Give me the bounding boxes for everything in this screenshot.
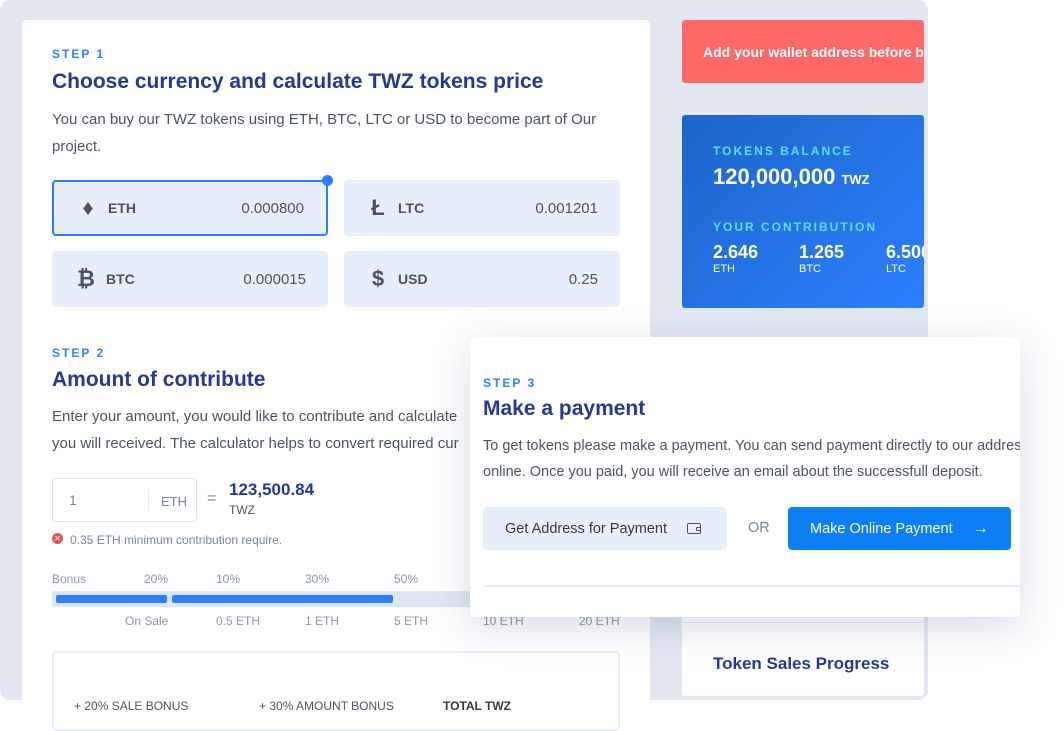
bonus-percent: 50% — [394, 572, 419, 586]
bonus-step: 20 ETH — [579, 614, 620, 628]
contribution-currency: ETH — [713, 263, 735, 275]
token-unit: TWZ — [229, 503, 255, 517]
contribution-label: YOUR CONTRIBUTION — [713, 220, 877, 234]
contribution-currency: BTC — [799, 263, 821, 275]
currency-price: 0.25 — [568, 270, 598, 288]
contribution-currency: LTC — [886, 263, 906, 275]
currency-price: 0.001201 — [535, 199, 598, 217]
total-twz: TOTAL TWZ — [443, 699, 511, 713]
currency-eth[interactable]: ♦ ETH 0.000800 — [52, 175, 333, 236]
bonus-step: 5 ETH — [394, 614, 429, 628]
divider — [682, 622, 924, 623]
tokens-balance-card: TOKENS BALANCE 120,000,000 TWZ YOUR CONT… — [682, 115, 924, 308]
step3-title: Make a payment — [483, 397, 646, 420]
currency-code: ETH — [108, 200, 136, 216]
divider — [483, 585, 1020, 587]
error-icon: ✕ — [52, 533, 63, 544]
contribution-eth: 2.646 ETH — [713, 242, 758, 275]
error-message: 0.35 ETH minimum contribution require. — [70, 533, 283, 547]
get-address-button[interactable]: Get Address for Payment — [483, 507, 727, 550]
bonus-percent: 10% — [216, 572, 241, 586]
bonus-percent: 30% — [305, 572, 330, 586]
contribution-ltc: 6.500LTC — [886, 242, 924, 275]
currency-ltc[interactable]: Ł LTC 0.001201 — [344, 180, 620, 236]
wallet-alert[interactable]: Add your wallet address before buying — [682, 20, 924, 83]
bonus-label: Bonus — [52, 572, 87, 586]
currency-code: USD — [398, 271, 428, 287]
currency-price: 0.000015 — [243, 270, 306, 288]
bonus-progress-fill — [172, 595, 393, 603]
balance-value: 120,000,000 — [713, 164, 836, 189]
balance-amount: 120,000,000 TWZ — [713, 164, 870, 190]
make-online-payment-button[interactable]: Make Online Payment → — [788, 507, 1011, 550]
sale-bonus: + 20% SALE BONUS — [74, 699, 189, 713]
balance-unit: TWZ — [841, 172, 870, 187]
arrow-right-icon: → — [972, 519, 989, 537]
currency-price: 0.000800 — [241, 199, 304, 217]
amount-bonus: + 30% AMOUNT BONUS — [259, 699, 394, 713]
step2-title: Amount of contribute — [52, 368, 266, 391]
step3-label: STEP 3 — [483, 376, 537, 390]
contribution-btc: 1.265 BTC — [799, 242, 844, 275]
step1-desc: You can buy our TWZ tokens using ETH, BT… — [52, 111, 597, 155]
online-payment-label: Make Online Payment — [810, 520, 953, 537]
bonus-step: 0.5 ETH — [216, 614, 261, 628]
amount-unit: ETH — [161, 494, 187, 509]
step3-desc-2: online. Once you paid, you will receive … — [483, 464, 983, 480]
dollar-icon: $ — [371, 266, 385, 291]
litecoin-icon: Ł — [371, 195, 385, 220]
step2-desc-1: Enter your amount, you would like to con… — [52, 408, 458, 425]
bitcoin-icon: ₿ — [77, 266, 95, 291]
bonus-summary: + 20% SALE BONUS + 30% AMOUNT BONUS TOTA… — [52, 651, 620, 731]
or-separator: OR — [748, 520, 770, 536]
bonus-percent: 20% — [144, 572, 169, 586]
divider — [148, 489, 149, 511]
balance-label: TOKENS BALANCE — [713, 144, 853, 158]
ethereum-icon: ♦ — [82, 195, 94, 220]
equals-sign: = — [207, 490, 217, 507]
step1-title: Choose currency and calculate TWZ tokens… — [52, 70, 544, 93]
contribution-value: 2.646 — [713, 242, 759, 262]
amount-input[interactable]: 1 ETH — [52, 478, 197, 522]
currency-code: LTC — [398, 200, 425, 216]
bonus-step: 10 ETH — [483, 614, 524, 628]
amount-value[interactable]: 1 — [69, 492, 77, 508]
bonus-progress-fill — [56, 595, 167, 603]
get-address-label: Get Address for Payment — [505, 520, 667, 537]
token-result: 123,500.84 — [229, 480, 315, 499]
payment-modal: STEP 3 Make a payment To get tokens plea… — [470, 337, 1020, 617]
contribution-value: 1.265 — [799, 242, 845, 262]
currency-btc[interactable]: ₿ BTC 0.000015 — [52, 251, 328, 307]
sales-progress-title: Token Sales Progress — [713, 654, 890, 673]
step2-desc-2: you will received. The calculator helps … — [52, 435, 459, 452]
currency-code: BTC — [106, 271, 135, 287]
contribution-value: 6.500 — [886, 242, 924, 262]
selected-dot — [322, 175, 333, 186]
step1-label: STEP 1 — [52, 47, 106, 61]
currency-usd[interactable]: $ USD 0.25 — [344, 251, 620, 307]
bonus-step: On Sale — [125, 614, 169, 628]
wallet-icon — [687, 523, 701, 534]
step2-label: STEP 2 — [52, 346, 106, 360]
bonus-step: 1 ETH — [305, 614, 340, 628]
step3-desc-1: To get tokens please make a payment. You… — [483, 438, 1020, 454]
